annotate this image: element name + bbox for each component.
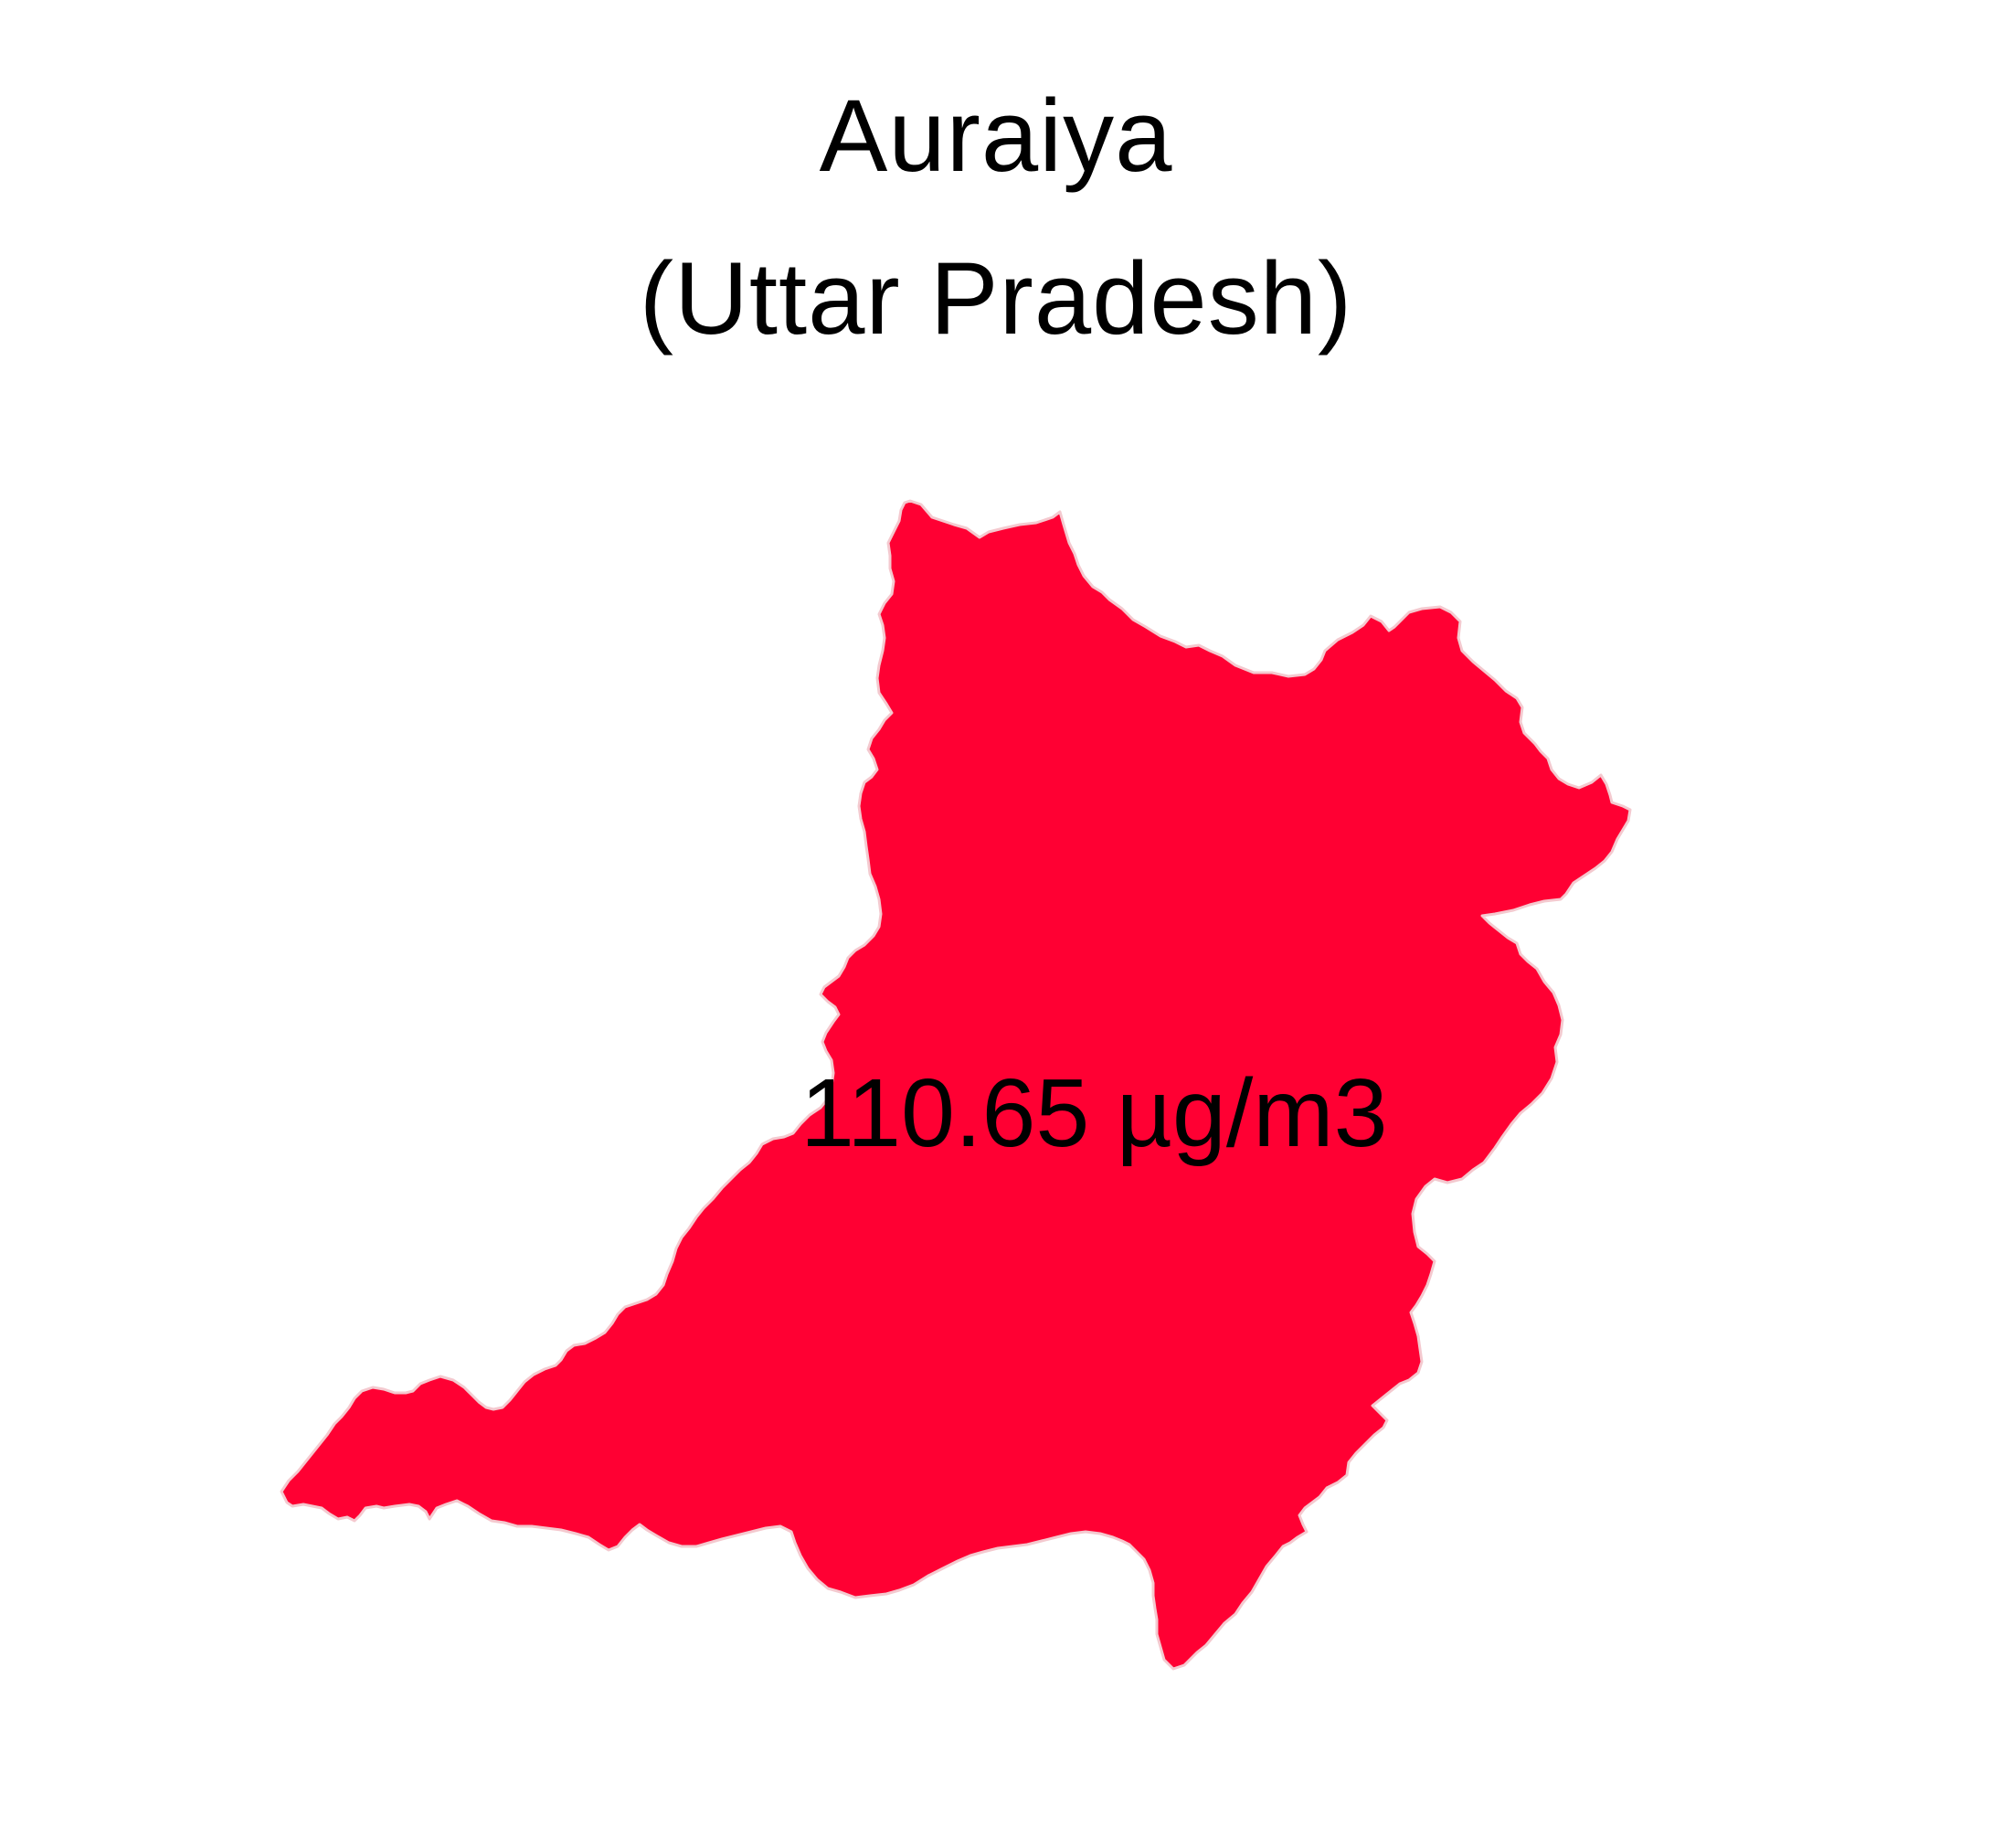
- district-shape-auraiya: [280, 499, 1632, 1671]
- district-name-title: Auraiya: [819, 79, 1173, 193]
- state-name-subtitle: (Uttar Pradesh): [639, 241, 1353, 356]
- district-value-label: 110.65 µg/m3: [800, 1059, 1388, 1167]
- map-title: Auraiya (Uttar Pradesh): [0, 55, 1992, 380]
